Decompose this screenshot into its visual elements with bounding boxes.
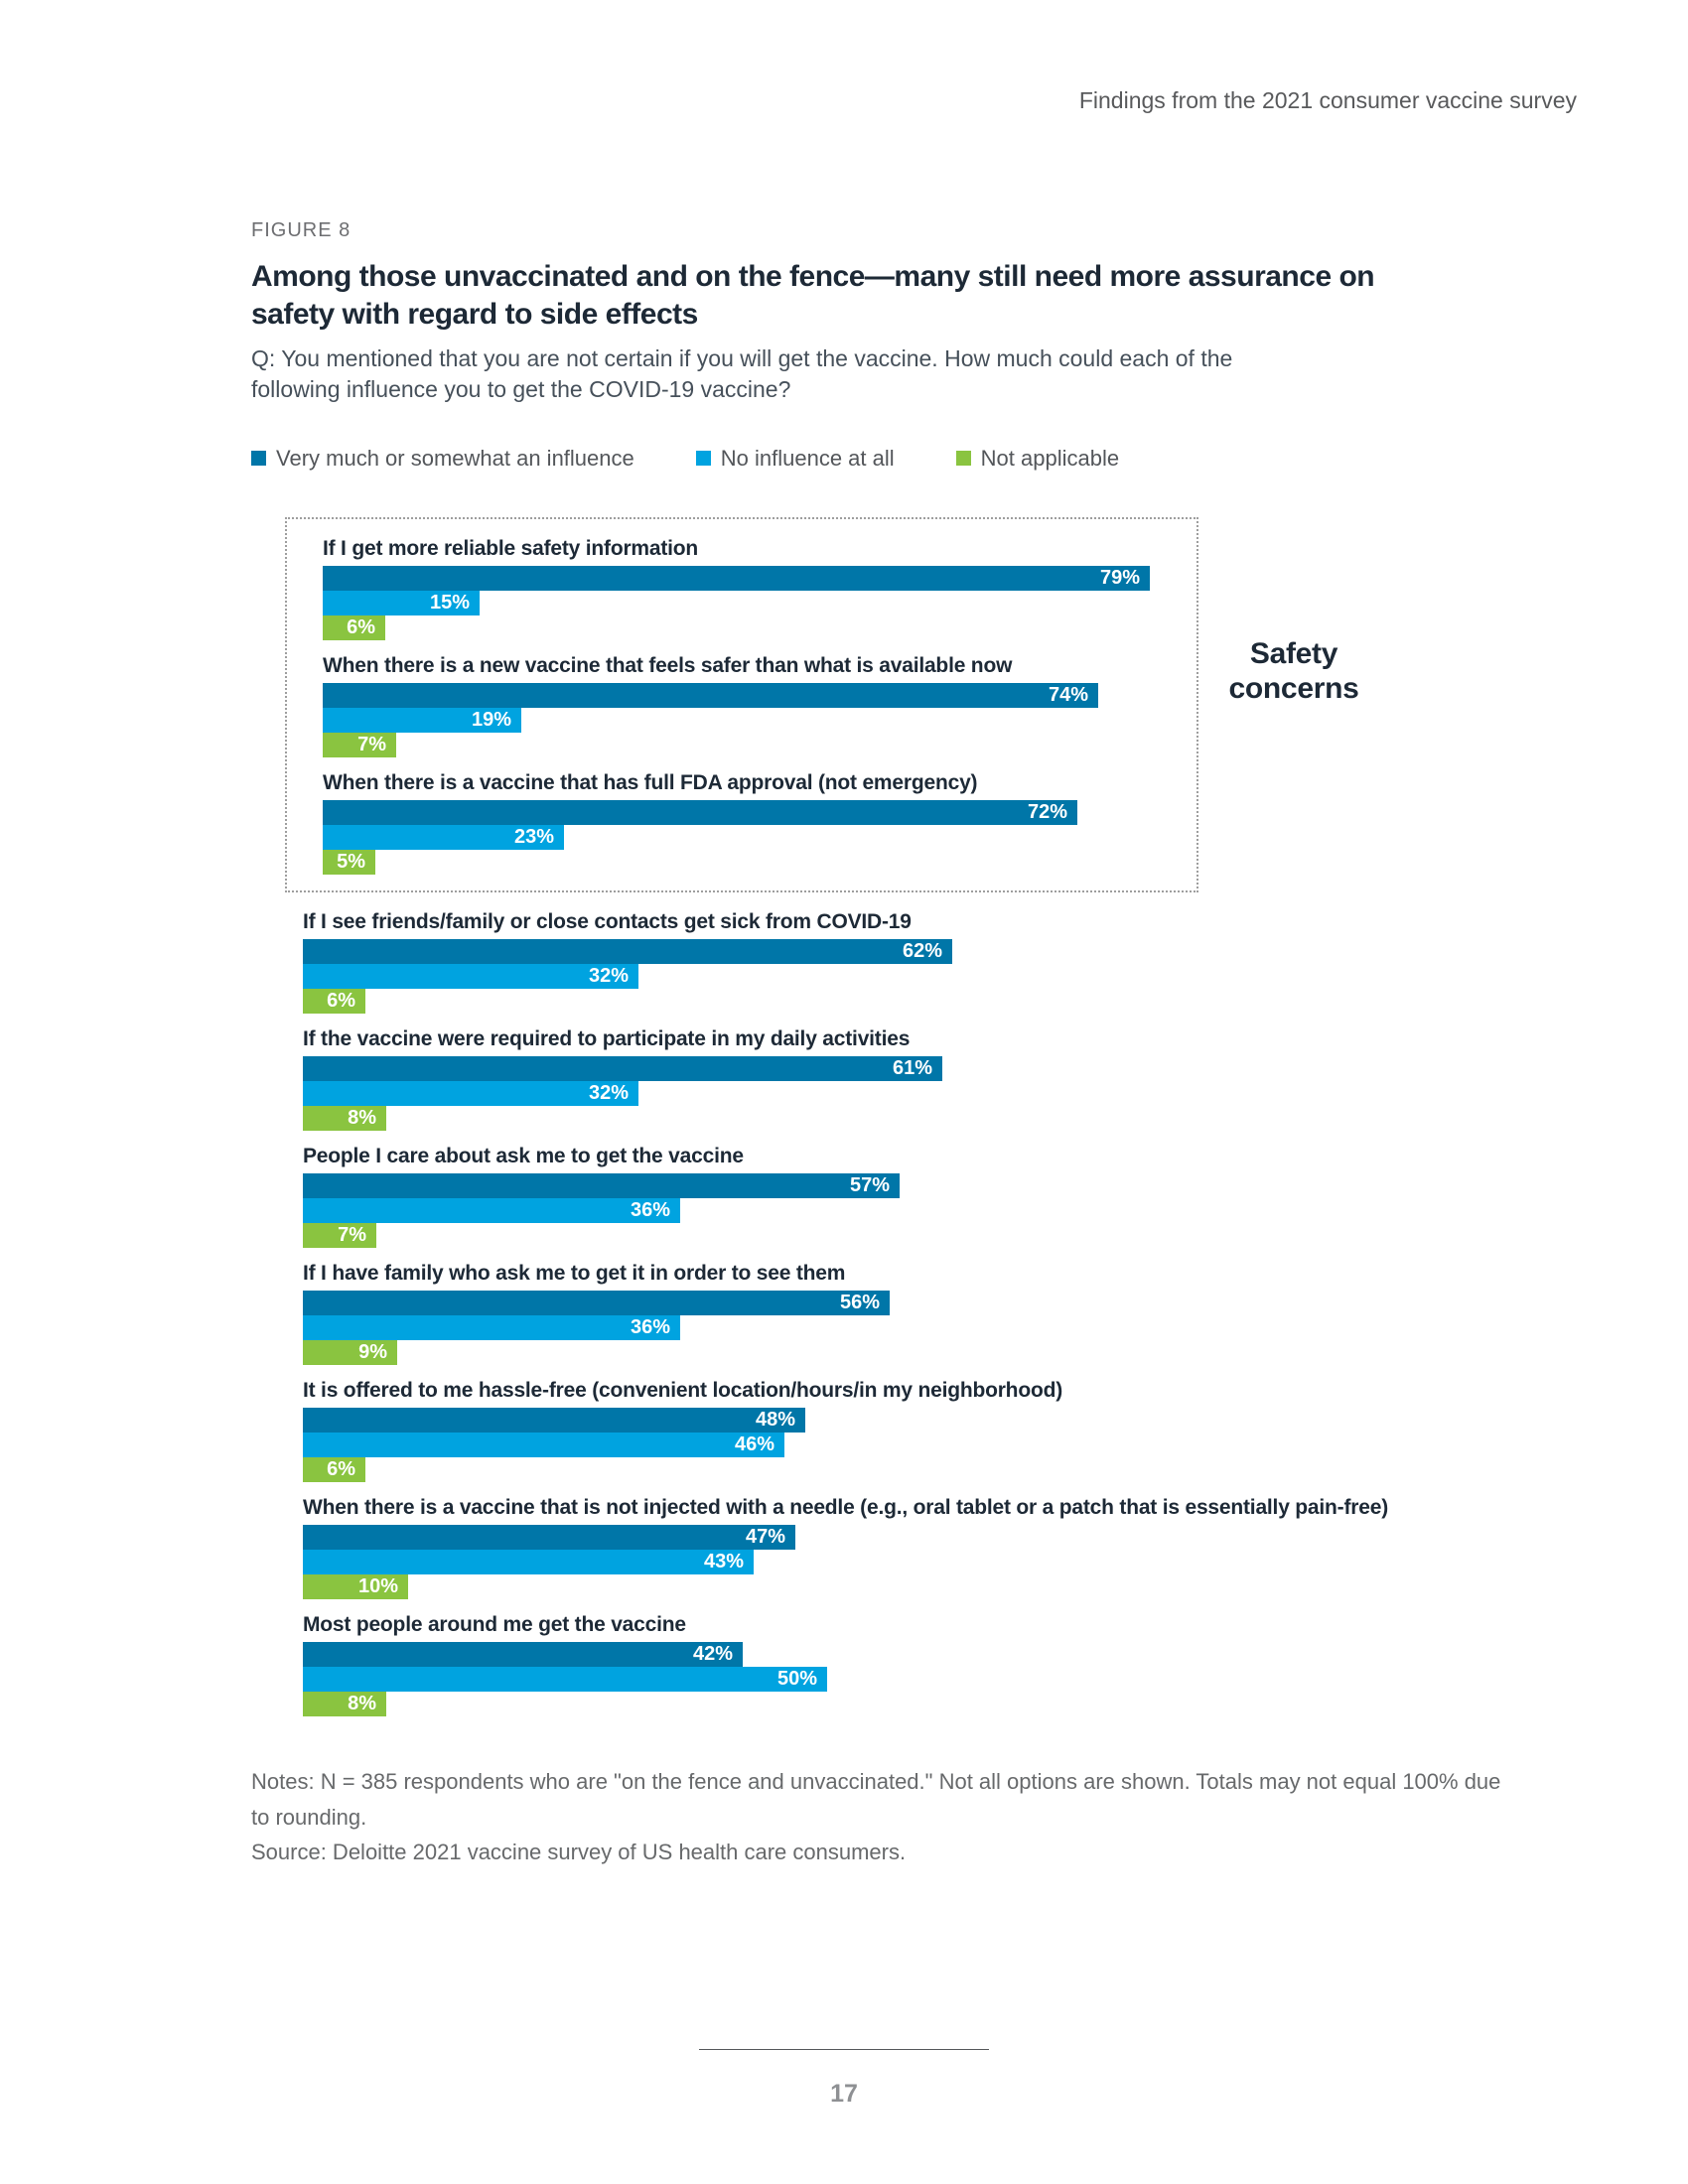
legend-swatch-light-blue — [695, 451, 711, 467]
chart-notes: Notes: N = 385 respondents who are "on t… — [251, 1764, 1512, 1870]
bar-segment: 47% — [303, 1524, 795, 1550]
bar-group-label: It is offered to me hassle-free (conveni… — [303, 1378, 1062, 1402]
bar-segment: 9% — [303, 1339, 397, 1365]
bar-segment: 57% — [303, 1172, 900, 1198]
bar-segment: 72% — [323, 799, 1077, 825]
bar-segment: 42% — [303, 1641, 743, 1667]
bar-group: It is offered to me hassle-free (conveni… — [303, 1379, 1579, 1482]
bar-segment: 74% — [323, 682, 1098, 708]
bar-segment: 36% — [303, 1314, 680, 1340]
bar-group: If I get more reliable safety informatio… — [323, 537, 1196, 640]
bar-segment: 7% — [323, 732, 396, 757]
bar-group: If I see friends/family or close contact… — [303, 910, 1579, 1014]
bar-segment: 46% — [303, 1432, 784, 1457]
bar-segment: 6% — [323, 614, 385, 640]
legend-swatch-dark-blue — [251, 451, 266, 467]
source-text: Source: Deloitte 2021 vaccine survey of … — [251, 1840, 907, 1865]
notes-text: Notes: N = 385 respondents who are "on t… — [251, 1768, 1501, 1830]
legend-swatch-green — [955, 451, 971, 467]
other-influences-groups: If I see friends/family or close contact… — [303, 910, 1579, 1716]
bar-segment: 8% — [303, 1105, 386, 1131]
bar-group: If the vaccine were required to particip… — [303, 1027, 1579, 1131]
bar-segment: 62% — [303, 938, 952, 964]
bar-group: When there is a vaccine that is not inje… — [303, 1496, 1579, 1599]
bar-group: If I have family who ask me to get it in… — [303, 1262, 1579, 1365]
bar-segment: 19% — [323, 707, 521, 733]
bar-segment: 32% — [303, 1080, 638, 1106]
bar-group: When there is a vaccine that has full FD… — [323, 771, 1196, 875]
bar-segment: 5% — [323, 849, 375, 875]
survey-question: Q: You mentioned that you are not certai… — [251, 345, 1233, 402]
bar-segment: 43% — [303, 1549, 754, 1574]
bar-group-label: Most people around me get the vaccine — [303, 1612, 686, 1636]
footer-divider — [699, 2048, 989, 2050]
bar-segment: 10% — [303, 1573, 408, 1599]
figure-content: FIGURE 8 Among those unvaccinated and on… — [251, 219, 1579, 1870]
bar-group-label: If I have family who ask me to get it in… — [303, 1261, 846, 1285]
safety-concerns-box: If I get more reliable safety informatio… — [285, 516, 1198, 892]
figure-title: Among those unvaccinated and on the fenc… — [251, 260, 1375, 332]
bar-group-label: People I care about ask me to get the va… — [303, 1144, 744, 1167]
bar-segment: 32% — [303, 963, 638, 989]
legend-item: Not applicable — [955, 445, 1120, 472]
bar-segment: 7% — [303, 1222, 376, 1248]
bar-segment: 6% — [303, 1456, 365, 1482]
bar-chart: If I get more reliable safety informatio… — [251, 516, 1579, 1716]
chart-legend: Very much or somewhat an influence No in… — [251, 446, 1579, 472]
safety-concerns-annotation: Safety concerns — [1228, 636, 1359, 706]
bar-group-label: When there is a new vaccine that feels s… — [323, 653, 1013, 677]
bar-group-label: When there is a vaccine that has full FD… — [323, 770, 978, 794]
bar-group: Most people around me get the vaccine 42%… — [303, 1613, 1579, 1716]
legend-item: Very much or somewhat an influence — [251, 446, 634, 472]
bar-segment: 61% — [303, 1055, 942, 1081]
bar-segment: 36% — [303, 1197, 680, 1223]
bar-segment: 56% — [303, 1290, 890, 1315]
bar-group-label: If I see friends/family or close contact… — [303, 909, 912, 933]
page-footer: 17 — [0, 2048, 1688, 2109]
bar-segment: 23% — [323, 824, 564, 850]
legend-label: Not applicable — [980, 445, 1120, 471]
bar-segment: 48% — [303, 1407, 805, 1433]
running-header: Findings from the 2021 consumer vaccine … — [1078, 87, 1577, 113]
legend-label: Very much or somewhat an influence — [276, 445, 634, 471]
bar-segment: 79% — [323, 565, 1150, 591]
bar-group-label: If I get more reliable safety informatio… — [323, 536, 699, 560]
legend-item: No influence at all — [695, 445, 895, 472]
bar-segment: 6% — [303, 988, 365, 1014]
figure-eyebrow: FIGURE 8 — [251, 219, 352, 241]
bar-group-label: When there is a vaccine that is not inje… — [303, 1495, 1388, 1519]
bar-segment: 50% — [303, 1666, 827, 1692]
page-number: 17 — [830, 2079, 858, 2108]
bar-group: When there is a new vaccine that feels s… — [323, 654, 1196, 757]
bar-group-label: If the vaccine were required to particip… — [303, 1026, 911, 1050]
bar-group: People I care about ask me to get the va… — [303, 1145, 1579, 1248]
legend-label: No influence at all — [720, 445, 895, 471]
bar-segment: 15% — [323, 590, 480, 615]
bar-segment: 8% — [303, 1691, 386, 1716]
